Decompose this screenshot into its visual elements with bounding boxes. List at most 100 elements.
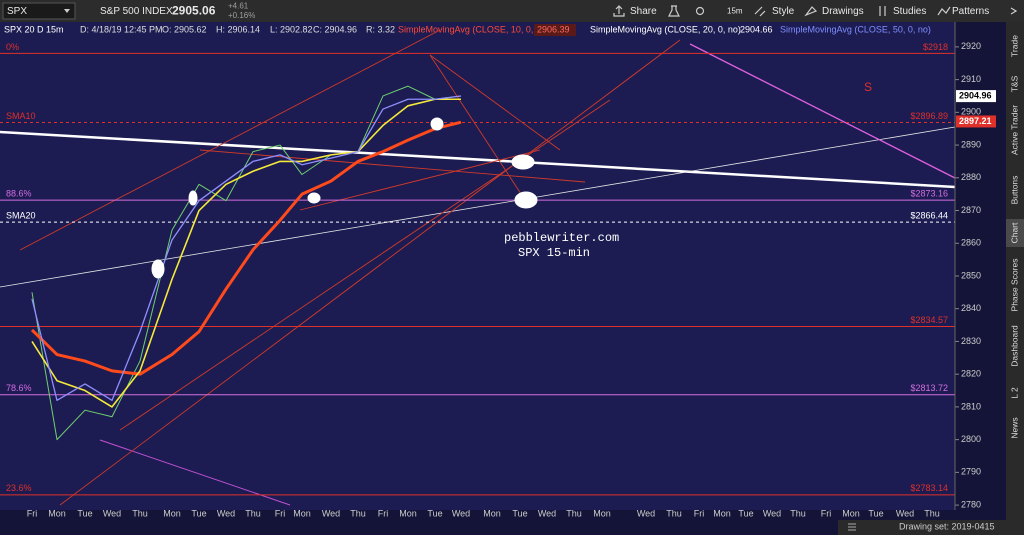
channel-line [429,54,561,151]
collapse-icon[interactable] [1010,7,1018,15]
x-tick-label: Mon [399,508,417,518]
sidebar-tabs: Trade T&S Active Trader Buttons Chart Phase S… [1006,35,1024,439]
sidebar-tab[interactable]: Chart [1009,222,1019,243]
channel-line [19,29,441,251]
patterns-icon[interactable] [937,6,951,16]
marker [151,259,165,279]
x-tick-label: Thu [350,508,366,518]
x-tick-label: Thu [245,508,261,518]
trendline [0,130,956,189]
drawings-button[interactable]: Drawings [822,6,864,17]
x-tick-label: Wed [763,508,781,518]
style-icon[interactable] [754,6,766,17]
info-date: D: 4/18/19 12:45 PM [80,24,163,34]
symbol-input[interactable] [2,2,76,20]
levels: $2918 0% $2896.89 SMA10 $2873.16 88.6% $2866.4… [0,42,955,496]
timeframe-button[interactable]: 15m [727,7,743,16]
studies-button[interactable]: Studies [893,6,926,17]
y-tick-label: 2830 [961,336,981,346]
study-value: 2906.39 [537,24,570,34]
series-line [30,120,462,376]
sidebar-tab[interactable]: Buttons [1009,176,1019,205]
study-value-box [534,24,576,36]
series-line [31,85,462,441]
sidebar-tab[interactable]: Dashboard [1009,325,1019,367]
trendline [689,43,956,179]
x-tick-label: Fri [275,508,286,518]
annotation: S [864,80,872,94]
x-tick-label: Wed [538,508,556,518]
sidebar-tab[interactable]: Active Trader [1009,105,1019,155]
toolbar [0,0,1024,22]
x-tick-label: Mon [293,508,311,518]
share-icon[interactable] [613,5,625,17]
y-tick-label: 2880 [961,172,981,182]
level-left-label: 88.6% [6,189,32,199]
markers [151,117,538,279]
y-tick-label: 2850 [961,270,981,280]
price-marker [956,115,996,128]
marker [511,154,535,170]
sidebar-tab[interactable]: Phase Scores [1009,259,1019,312]
sidebar-tab[interactable]: Trade [1009,35,1019,57]
price-lines [30,85,462,441]
level-label: $2866.44 [910,211,948,221]
x-tick-label: Fri [694,508,705,518]
x-tick-label: Wed [103,508,121,518]
drawings [0,29,956,506]
x-tick-label: Wed [452,508,470,518]
symbol: SPX [7,6,27,17]
marker [430,117,444,131]
sidebar-tab[interactable]: News [1009,417,1019,438]
menu-icon[interactable] [848,523,856,531]
y-tick-label: 2810 [961,401,981,411]
flask-icon[interactable] [668,5,680,17]
annotation: pebblewriter.com [504,231,619,245]
drawing-set: Drawing set: 2019-0415 [899,521,995,531]
marker [188,190,198,206]
level-left-label: SMA20 [6,211,36,221]
sidebar-tab[interactable]: L 2 [1009,387,1019,399]
dropdown-icon[interactable] [64,9,70,13]
level-left-label: 23.6% [6,483,32,493]
x-tick-label: Wed [896,508,914,518]
drawings-icon[interactable] [804,6,818,17]
x-tick-label: Tue [427,508,442,518]
chart-info: SPX 20 D 15m D: 4/18/19 12:45 PM O: 2905… [4,24,931,36]
level-left-label: 0% [6,42,19,52]
x-tick-label: Thu [790,508,806,518]
study-label: SimpleMovingAvg (CLOSE, 10, 0, no) [398,24,549,34]
share-button[interactable]: Share [630,6,657,17]
level-label: $2834.57 [910,315,948,325]
x-tick-label: Mon [48,508,66,518]
x-tick-label: Mon [593,508,611,518]
level-label: $2813.72 [910,383,948,393]
info-high: H: 2906.14 [216,24,260,34]
patterns-button[interactable]: Patterns [952,6,989,17]
level-label: $2783.14 [910,483,948,493]
x-tick-label: Tue [512,508,527,518]
toolbar-buttons: Share 15m Style Drawings Studies Pattern… [630,6,989,17]
sidebar-tab[interactable]: T&S [1009,75,1019,92]
y-tick-label: 2860 [961,238,981,248]
chart-id: SPX 20 D 15m [4,24,64,34]
marker [514,191,538,209]
gear-icon[interactable] [695,6,705,16]
annotation: SPX 15-min [518,246,590,260]
y-tick-label: 2840 [961,303,981,313]
y-tick-label: 2800 [961,434,981,444]
x-tick-label: Fri [378,508,389,518]
style-button[interactable]: Style [772,6,795,17]
studies-icon[interactable] [879,6,886,16]
price-marker-label: 2904.96 [959,90,992,100]
channel-line [199,149,586,183]
x-tick-label: Fri [27,508,38,518]
x-tick-label: Tue [191,508,206,518]
x-tick-label: Wed [217,508,235,518]
level-left-label: 78.6% [6,383,32,393]
level-label: $2918 [923,42,948,52]
x-tick-label: Wed [322,508,340,518]
axes: 2780 2790 2800 2810 2820 2830 2840 2850 2860 2870… [27,22,996,518]
level-label: $2896.89 [910,111,948,121]
